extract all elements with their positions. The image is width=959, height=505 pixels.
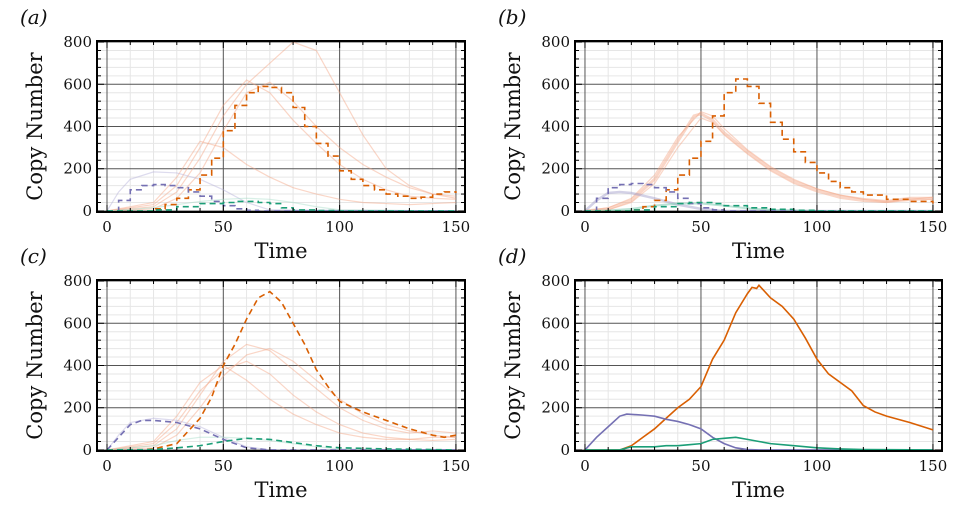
plot-lines: [584, 284, 934, 451]
y-tick-label: 200: [63, 399, 92, 417]
y-tick-label: 400: [541, 118, 570, 136]
y-axis-label: Copy Number: [23, 290, 47, 439]
series-line-purple: [584, 413, 933, 451]
x-tick-label: 150: [919, 218, 948, 236]
y-tick-label: 600: [63, 314, 92, 332]
series-line-purple: [106, 419, 456, 451]
y-tick-label: 600: [541, 75, 570, 93]
y-tick-label: 400: [63, 357, 92, 375]
y-tick-label: 0: [560, 441, 570, 459]
panel-a: 0 50 100 150 0 200 400 600 800 Time Copy Number (a): [20, 5, 470, 263]
x-tick-label: 50: [691, 218, 710, 236]
x-tick-label: 150: [442, 218, 471, 236]
ensemble-trace: [106, 417, 456, 451]
series-line-green: [106, 437, 456, 451]
panel-c: 0 50 100 150 0 200 400 600 800 Time Copy Number (c): [20, 244, 470, 502]
plot-lines: [106, 290, 457, 451]
series-line-orange: [584, 78, 934, 212]
x-tick-label: 50: [214, 457, 233, 475]
ensemble-trace: [106, 171, 456, 212]
y-tick-label: 0: [82, 441, 92, 459]
x-tick-label: 100: [325, 457, 354, 475]
x-tick-label: 50: [691, 457, 710, 475]
panel-label: (a): [20, 5, 48, 29]
y-tick-label: 0: [560, 202, 570, 220]
ensemble-trace: [106, 343, 456, 451]
x-axis-label: Time: [254, 239, 307, 263]
x-tick-label: 150: [442, 457, 471, 475]
y-tick-label: 400: [541, 357, 570, 375]
x-tick-label: 0: [102, 218, 112, 236]
x-tick-label: 0: [580, 457, 590, 475]
y-tick-label: 0: [82, 202, 92, 220]
y-tick-label: 800: [541, 272, 570, 290]
x-tick-label: 100: [803, 457, 832, 475]
panel-label: (c): [20, 244, 47, 268]
series-line-orange: [584, 284, 934, 451]
x-axis-label: Time: [732, 239, 785, 263]
ensemble-trace: [106, 347, 456, 451]
y-tick-label: 600: [63, 75, 92, 93]
panel-b: 0 50 100 150 0 200 400 600 800 Time Copy Number (b): [498, 5, 947, 263]
y-tick-label: 200: [541, 160, 570, 178]
panel-label: (d): [498, 244, 526, 268]
ensemble-trace: [106, 140, 456, 212]
series-line-purple: [107, 183, 456, 212]
series-line-orange: [107, 85, 457, 212]
x-tick-label: 150: [919, 457, 948, 475]
y-tick-label: 800: [63, 33, 92, 51]
panel-d: 0 50 100 150 0 200 400 600 800 Time Copy Number (d): [498, 244, 947, 502]
y-tick-label: 800: [63, 272, 92, 290]
series-line-green: [584, 436, 933, 451]
x-tick-label: 100: [803, 218, 832, 236]
y-tick-label: 200: [541, 399, 570, 417]
y-axis-label: Copy Number: [501, 51, 525, 200]
ensemble-trace: [584, 111, 934, 212]
x-tick-label: 100: [325, 218, 354, 236]
x-axis-label: Time: [254, 478, 307, 502]
x-tick-label: 50: [214, 218, 233, 236]
series-line-orange: [107, 290, 457, 451]
plot-lines: [584, 78, 934, 212]
panel-label: (b): [498, 5, 526, 29]
x-tick-label: 0: [580, 218, 590, 236]
ensemble-trace: [106, 79, 456, 212]
x-tick-label: 0: [102, 457, 112, 475]
y-tick-label: 200: [63, 160, 92, 178]
ensemble-trace: [106, 364, 456, 451]
ensemble-trace: [584, 112, 933, 212]
y-tick-label: 800: [541, 33, 570, 51]
y-axis-label: Copy Number: [501, 290, 525, 439]
ensemble-trace: [106, 360, 456, 451]
x-axis-label: Time: [732, 478, 785, 502]
y-tick-label: 400: [63, 118, 92, 136]
ensemble-trace: [106, 197, 456, 212]
y-axis-label: Copy Number: [23, 51, 47, 200]
ensemble-trace: [584, 117, 933, 212]
y-tick-label: 600: [541, 314, 570, 332]
